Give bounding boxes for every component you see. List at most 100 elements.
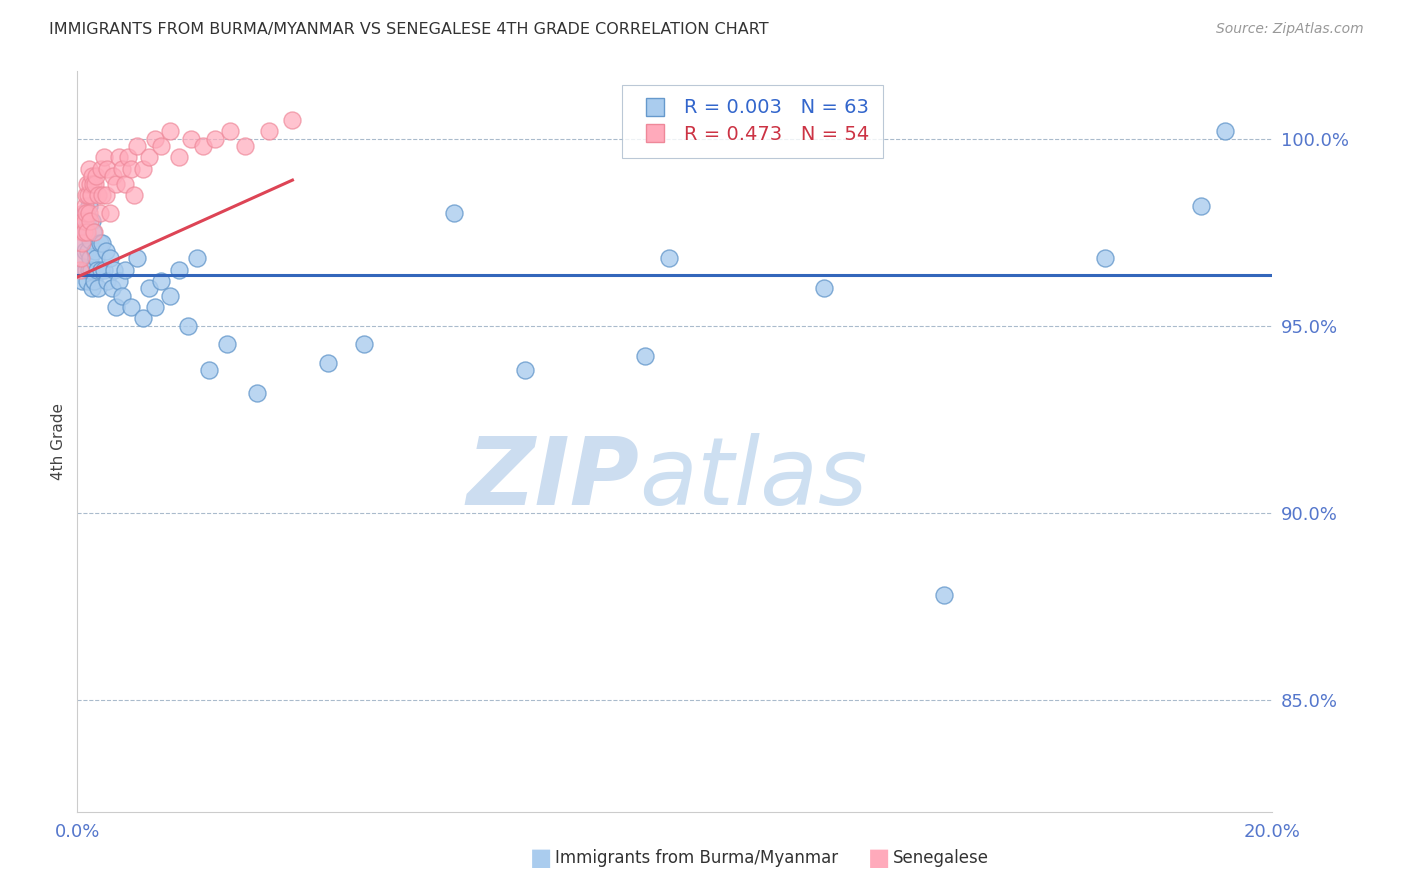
Point <box>89 206 111 220</box>
Point <box>1213 124 1236 138</box>
Point <box>1189 199 1212 213</box>
Point <box>96 161 118 176</box>
Point <box>86 252 108 266</box>
Point <box>77 187 100 202</box>
Point <box>75 225 97 239</box>
Text: atlas: atlas <box>640 433 868 524</box>
Point <box>353 337 375 351</box>
Point <box>257 124 280 138</box>
Text: Senegalese: Senegalese <box>893 849 988 867</box>
Point <box>159 289 181 303</box>
Point <box>72 236 94 251</box>
Point <box>108 150 131 164</box>
Point <box>167 262 190 277</box>
Point <box>73 262 96 277</box>
Point <box>98 206 121 220</box>
Point <box>215 337 238 351</box>
Point <box>76 225 98 239</box>
Point <box>80 187 103 202</box>
Point <box>105 300 128 314</box>
Point <box>204 131 226 145</box>
Point <box>91 187 114 202</box>
Point <box>515 363 537 377</box>
Point <box>198 363 221 377</box>
Point <box>89 236 111 251</box>
Point <box>79 177 101 191</box>
Point <box>75 187 97 202</box>
Point <box>82 177 104 191</box>
Point <box>103 169 124 183</box>
Point <box>70 225 93 239</box>
Text: Immigrants from Burma/Myanmar: Immigrants from Burma/Myanmar <box>555 849 838 867</box>
Point <box>98 252 121 266</box>
Point <box>813 281 835 295</box>
Point <box>69 262 91 277</box>
Point <box>150 139 173 153</box>
Point <box>84 177 107 191</box>
Point <box>186 252 208 266</box>
Point <box>73 199 96 213</box>
Point <box>634 349 657 363</box>
Point <box>159 124 181 138</box>
Point <box>90 262 112 277</box>
Point <box>1094 252 1116 266</box>
Point <box>138 150 160 164</box>
Point <box>191 139 214 153</box>
Point <box>80 262 103 277</box>
Point <box>70 225 93 239</box>
Point <box>84 244 107 258</box>
Point <box>75 262 97 277</box>
Point <box>76 214 98 228</box>
Point <box>70 252 93 266</box>
Point <box>79 199 101 213</box>
Point <box>246 386 269 401</box>
Point <box>77 244 100 258</box>
Point <box>79 214 101 228</box>
Point <box>83 225 105 239</box>
Point <box>69 252 91 266</box>
Point <box>150 274 173 288</box>
Point <box>72 214 94 228</box>
Point <box>117 150 139 164</box>
Point <box>120 161 142 176</box>
Point <box>167 150 190 164</box>
Point <box>82 225 104 239</box>
Point <box>108 274 131 288</box>
Point <box>75 206 97 220</box>
Point <box>86 262 108 277</box>
Point <box>72 214 94 228</box>
Point <box>281 112 304 127</box>
Point <box>218 124 240 138</box>
Point <box>443 206 465 220</box>
Point <box>138 281 160 295</box>
Point <box>658 252 681 266</box>
Point <box>318 356 340 370</box>
Point <box>103 262 125 277</box>
Point <box>96 274 118 288</box>
Point <box>93 150 115 164</box>
Point <box>111 161 134 176</box>
Point <box>101 281 124 295</box>
Point <box>90 161 112 176</box>
Text: ■: ■ <box>530 847 553 870</box>
Point <box>83 274 105 288</box>
Point <box>143 131 166 145</box>
Point <box>73 244 96 258</box>
Point <box>122 187 145 202</box>
Point <box>127 139 149 153</box>
Point <box>132 311 155 326</box>
Point <box>79 233 101 247</box>
Point <box>127 252 149 266</box>
Point <box>70 274 93 288</box>
Point <box>177 318 200 333</box>
Point <box>105 177 128 191</box>
Point <box>80 214 103 228</box>
Point <box>82 281 104 295</box>
Point <box>86 169 108 183</box>
Point <box>75 206 97 220</box>
Point <box>180 131 202 145</box>
Point <box>233 139 256 153</box>
Point <box>77 262 100 277</box>
Point <box>87 281 110 295</box>
Point <box>70 236 93 251</box>
